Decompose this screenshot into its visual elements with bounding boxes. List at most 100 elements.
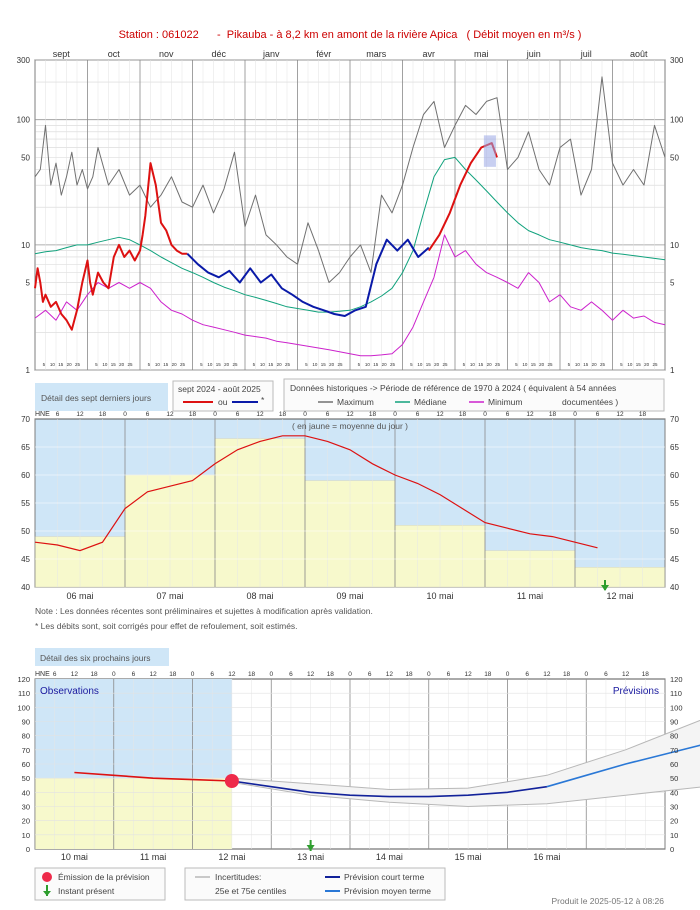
- day-tick: 5: [620, 362, 623, 367]
- y-tick-left: 50: [21, 527, 30, 536]
- uncertainty-band: [231, 720, 700, 807]
- series-line: [34, 162, 188, 331]
- month-label: juil: [580, 49, 592, 59]
- y-tick-right: 100: [670, 116, 684, 125]
- hour-tick: 18: [369, 411, 377, 418]
- day-tick: 25: [338, 362, 344, 367]
- day-tick: 20: [644, 362, 650, 367]
- day-tick: 20: [434, 362, 440, 367]
- detail-six-days-link[interactable]: [35, 648, 169, 666]
- month-label: sept: [53, 49, 71, 59]
- hour-tick: 6: [326, 411, 330, 418]
- day-label: 13 mai: [297, 852, 324, 862]
- day-tick: 5: [200, 362, 203, 367]
- y-tick-left: 100: [17, 116, 31, 125]
- hour-tick: 12: [346, 411, 354, 418]
- forecast-line: [546, 744, 700, 788]
- day-tick: 10: [522, 362, 528, 367]
- y-tick-right: 70: [670, 746, 678, 755]
- day-tick: 10: [575, 362, 581, 367]
- y-tick-right: 20: [670, 817, 678, 826]
- y-tick-left: 5: [26, 279, 31, 288]
- day-tick: 15: [636, 362, 642, 367]
- day-label: 16 mai: [533, 852, 560, 862]
- day-tick: 10: [417, 362, 423, 367]
- y-tick-right: 0: [670, 845, 674, 854]
- legend-min-label: Minimum: [488, 397, 522, 407]
- day-tick: 20: [67, 362, 73, 367]
- forecast-panel: HNE 6 12 18 0 6 12 18 0 6 12 18 0 6 12 18 0 6 12 18 0 6 12 18 0 6…: [17, 671, 700, 862]
- day-tick: 25: [653, 362, 659, 367]
- hour-tick: 0: [348, 671, 352, 678]
- hour-tick: 6: [596, 411, 600, 418]
- medium-term-label: Prévision moyen terme: [344, 886, 431, 896]
- hour-tick: 0: [303, 411, 307, 418]
- day-tick: 20: [329, 362, 335, 367]
- y-tick-right: 50: [670, 527, 679, 536]
- uncertainty-label: Incertitudes:: [215, 872, 261, 882]
- day-tick: 25: [495, 362, 501, 367]
- y-tick-left: 0: [26, 845, 30, 854]
- legend-max-label: Maximum: [337, 397, 374, 407]
- detail-six-days-label[interactable]: Détail des six prochains jours: [40, 653, 151, 663]
- day-label: 09 mai: [336, 591, 363, 601]
- y-tick-right: 60: [670, 471, 679, 480]
- day-tick: 10: [207, 362, 213, 367]
- hour-tick: 6: [236, 411, 240, 418]
- hour-tick: 18: [405, 671, 413, 678]
- y-tick-left: 50: [22, 774, 30, 783]
- day-tick: 20: [277, 362, 283, 367]
- hour-tick: 18: [642, 671, 650, 678]
- forecast-line: [231, 780, 548, 798]
- day-tick: 15: [216, 362, 222, 367]
- hour-tick: 6: [506, 411, 510, 418]
- note-preliminary: Note : Les données récentes sont prélimi…: [35, 606, 373, 616]
- produced-timestamp: Produit le 2025-05-12 à 08:26: [552, 896, 665, 906]
- day-tick: 5: [95, 362, 98, 367]
- hour-tick: 12: [436, 411, 444, 418]
- y-tick-right: 70: [670, 415, 679, 424]
- hour-tick: 0: [506, 671, 510, 678]
- detail-seven-days-label[interactable]: Détail des sept derniers jours: [41, 393, 151, 403]
- emission-marker-icon: [224, 774, 239, 788]
- current-week-highlight: [483, 135, 496, 167]
- hour-tick: 18: [484, 671, 492, 678]
- hour-tick: 0: [427, 671, 431, 678]
- y-tick-right: 5: [670, 279, 675, 288]
- month-label: avr: [422, 49, 435, 59]
- y-tick-left: 60: [21, 471, 30, 480]
- previsions-label: Prévisions: [613, 686, 659, 697]
- detail-seven-days-link[interactable]: [35, 383, 168, 411]
- day-tick: 25: [128, 362, 134, 367]
- y-tick-left: 110: [18, 689, 30, 698]
- hour-tick: 6: [56, 411, 60, 418]
- day-tick: 5: [43, 362, 46, 367]
- day-tick: 20: [224, 362, 230, 367]
- hour-tick: 12: [622, 671, 630, 678]
- y-tick-right: 40: [670, 583, 679, 592]
- y-tick-left: 70: [21, 415, 30, 424]
- present-arrow-icon: [601, 585, 609, 591]
- hour-tick: 0: [393, 411, 397, 418]
- hour-tick: 0: [112, 671, 116, 678]
- y-tick-left: 65: [21, 443, 30, 452]
- day-tick: 5: [568, 362, 571, 367]
- hour-tick: 6: [210, 671, 214, 678]
- hour-tick: 0: [584, 671, 588, 678]
- day-tick: 10: [260, 362, 266, 367]
- y-tick-right: 50: [670, 774, 678, 783]
- forecast-line: [231, 781, 700, 808]
- day-tick: 15: [426, 362, 432, 367]
- y-tick-right: 65: [670, 443, 679, 452]
- day-tick: 15: [583, 362, 589, 367]
- y-tick-right: 45: [670, 555, 679, 564]
- y-tick-right: 110: [670, 689, 682, 698]
- hour-tick: 6: [525, 671, 529, 678]
- y-tick-left: 60: [22, 760, 30, 769]
- hour-tick: 12: [465, 671, 473, 678]
- chart-title: Station : 061022 - Pikauba - à 8,2 km en…: [119, 29, 582, 41]
- period-label: sept 2024 - août 2025: [178, 384, 261, 394]
- y-tick-right: 55: [670, 499, 679, 508]
- hour-tick: 18: [459, 411, 467, 418]
- day-tick: 5: [515, 362, 518, 367]
